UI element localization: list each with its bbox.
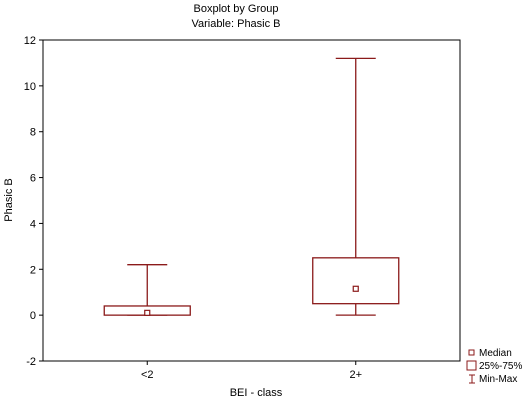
y-tick-label: 10	[24, 81, 36, 93]
legend-range-marker	[469, 374, 475, 384]
legend-range-label: Min-Max	[479, 374, 517, 385]
legend: Median 25%-75% Min-Max	[466, 348, 522, 385]
box-group	[312, 57, 400, 316]
median-marker	[352, 285, 359, 292]
x-tick-label: 2+	[349, 369, 362, 381]
x-axis-label: BEI - class	[230, 387, 283, 399]
y-tick-label: 2	[30, 264, 36, 276]
box-iqr	[312, 257, 400, 305]
legend-box-marker	[466, 360, 477, 371]
legend-median-label: Median	[479, 348, 512, 359]
x-axis: <2 2+	[141, 361, 362, 381]
chart-title: Boxplot by Group	[194, 3, 279, 15]
box-group	[103, 264, 191, 316]
y-tick-label: 6	[30, 173, 36, 185]
box-series	[103, 57, 400, 316]
y-tick-label: 0	[30, 310, 36, 322]
plot-area	[42, 39, 461, 362]
median-marker	[144, 309, 151, 316]
y-tick-label: 12	[24, 35, 36, 47]
x-tick-label: <2	[141, 369, 154, 381]
legend-median-marker	[468, 349, 475, 356]
chart-subtitle: Variable: Phasic B	[191, 18, 280, 30]
y-tick-label: 4	[30, 218, 36, 230]
legend-box-label: 25%-75%	[479, 361, 522, 372]
y-axis: -2 0 2 4 6 8 10 12	[24, 35, 43, 368]
y-tick-label: -2	[26, 356, 36, 368]
y-tick-label: 8	[30, 127, 36, 139]
y-axis-label: Phasic B	[3, 178, 15, 221]
